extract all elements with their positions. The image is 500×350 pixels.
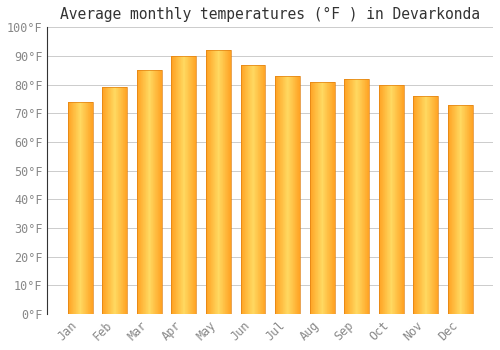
Bar (68, 102, 92, 314)
Title: Average monthly temperatures (°F ) in Devarkonda: Average monthly temperatures (°F ) in De… (60, 7, 480, 22)
Bar (137, 70, 162, 314)
Bar (172, 56, 196, 314)
Bar (206, 50, 231, 314)
Bar (275, 76, 300, 314)
Bar (102, 88, 127, 314)
Bar (240, 64, 266, 314)
Bar (414, 96, 438, 314)
Bar (379, 85, 404, 314)
Bar (310, 82, 334, 314)
Bar (448, 105, 473, 314)
Bar (344, 79, 369, 314)
